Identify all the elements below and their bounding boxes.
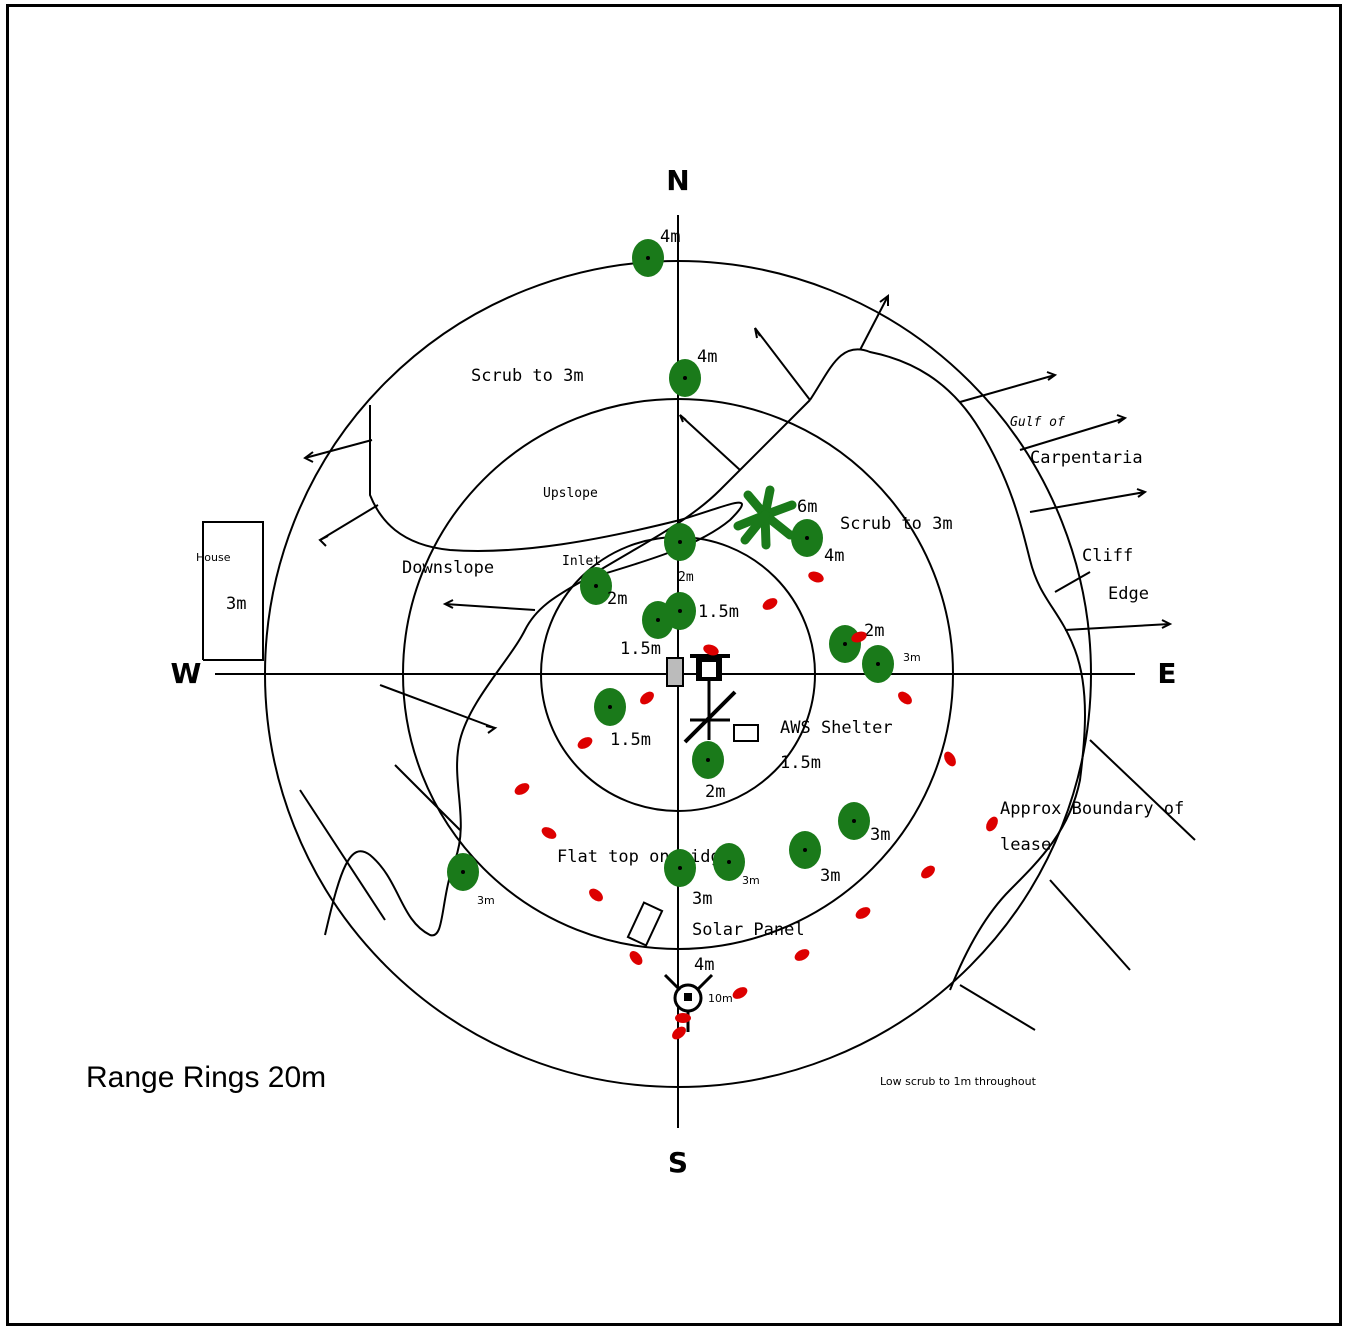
tree-centre-dot bbox=[608, 705, 612, 709]
tree-centre-dot bbox=[678, 540, 682, 544]
shrub-marker bbox=[898, 691, 912, 705]
cliff-label-1: Cliff bbox=[1082, 546, 1133, 566]
tree-centre-dot bbox=[683, 376, 687, 380]
tree-centre-dot bbox=[843, 642, 847, 646]
range-rings-note: Range Rings 20m bbox=[86, 1061, 326, 1094]
downslope-label: Downslope bbox=[402, 558, 494, 578]
palm-height: 6m bbox=[797, 497, 817, 517]
gulf-label-1: Gulf of bbox=[1010, 415, 1065, 430]
tree-height-label: 4m bbox=[694, 955, 714, 975]
tree-height-label: 2m bbox=[678, 570, 694, 585]
tree-height-label: 4m bbox=[660, 227, 680, 247]
shrub-marker bbox=[762, 598, 778, 610]
tree-height-label: 1.5m bbox=[610, 730, 651, 750]
cliff-label-2: Edge bbox=[1108, 584, 1149, 604]
shrub-marker bbox=[944, 751, 956, 767]
boundary-label-2: lease bbox=[1000, 835, 1051, 855]
tree-height-label: 1.5m bbox=[620, 639, 661, 659]
scrub-north-label: Scrub to 3m bbox=[471, 366, 584, 386]
tree-height-label: 3m bbox=[870, 825, 890, 845]
scrub-east-label: Scrub to 3m bbox=[840, 514, 953, 534]
shrub-marker bbox=[589, 888, 603, 902]
flat-top-label: Flat top on ridge bbox=[557, 847, 731, 867]
tree-height-label: 3m bbox=[742, 874, 760, 887]
aws-shelter bbox=[733, 724, 759, 742]
tree-centre-dot bbox=[803, 848, 807, 852]
shrub-marker bbox=[541, 827, 557, 839]
aws-shelter-label: AWS Shelter bbox=[780, 718, 893, 738]
tree-centre-dot bbox=[852, 819, 856, 823]
aws-height: 1.5m bbox=[780, 753, 821, 773]
tree-height-label: 4m bbox=[697, 347, 717, 367]
tree-height-label: 2m bbox=[705, 782, 725, 802]
tree-centre-dot bbox=[461, 870, 465, 874]
house-label: House bbox=[196, 551, 231, 564]
tree-height-label: 3m bbox=[903, 651, 921, 664]
shrub-marker bbox=[577, 737, 593, 749]
upslope-label: Upslope bbox=[543, 486, 598, 501]
compass-west: W bbox=[171, 657, 202, 690]
bottom-scrub-note: Low scrub to 1m throughout bbox=[880, 1075, 1037, 1088]
shrub-marker bbox=[794, 949, 810, 961]
tree-centre-dot bbox=[656, 618, 660, 622]
shrub-marker bbox=[675, 1013, 691, 1023]
shrub-marker bbox=[732, 987, 748, 999]
tree-centre-dot bbox=[594, 584, 598, 588]
house-height: 3m bbox=[226, 594, 246, 614]
ridge-line bbox=[324, 399, 811, 937]
rain-gauge bbox=[666, 657, 684, 687]
shrub-marker bbox=[921, 865, 935, 879]
tree-height-label: 1.5m bbox=[698, 602, 739, 622]
house-outline bbox=[202, 521, 264, 661]
compass-east: E bbox=[1157, 657, 1176, 690]
boundary-label-1: Approx Boundary of bbox=[1000, 799, 1184, 819]
tree-centre-dot bbox=[646, 256, 650, 260]
cliff-edge-line bbox=[809, 348, 1086, 991]
tree-height-label: 4m bbox=[824, 546, 844, 566]
shrub-marker bbox=[640, 691, 654, 705]
shrub-marker bbox=[703, 644, 719, 656]
tree-height-label: 2m bbox=[607, 589, 627, 609]
shrub-marker bbox=[629, 951, 643, 965]
tree-height-label: 3m bbox=[477, 894, 495, 907]
tree-centre-dot bbox=[805, 536, 809, 540]
tower-height: 10m bbox=[708, 992, 733, 1005]
shrub-marker bbox=[514, 783, 530, 795]
tree-centre-dot bbox=[678, 609, 682, 613]
shrub-marker bbox=[851, 631, 867, 643]
inlet-label: Inlet bbox=[562, 554, 601, 569]
tree-centre-dot bbox=[727, 860, 731, 864]
flow-arrows bbox=[299, 294, 1196, 1031]
palm-tree-icon bbox=[733, 485, 797, 550]
shrub-marker bbox=[855, 907, 871, 919]
shrubs-layer bbox=[514, 571, 998, 1040]
shrub-marker bbox=[808, 571, 824, 583]
tree-centre-dot bbox=[706, 758, 710, 762]
tree-height-label: 3m bbox=[820, 866, 840, 886]
solar-panel-label: Solar Panel bbox=[692, 920, 805, 940]
tree-centre-dot bbox=[678, 866, 682, 870]
compass-south: S bbox=[668, 1146, 688, 1179]
tree-height-label: 2m bbox=[864, 621, 884, 641]
trees-layer: 4m 4m 2m 2m 1.5m 1.5m 4m 2m 3m 1.5m 2m 3m 3m 3m 3m 3m 4m bbox=[447, 227, 921, 975]
solar-panel bbox=[626, 901, 664, 947]
upslope-line bbox=[369, 405, 743, 576]
tree-height-label: 3m bbox=[692, 889, 712, 909]
aws-mast-icon bbox=[683, 654, 737, 744]
shrub-marker bbox=[986, 816, 998, 832]
tower-icon bbox=[663, 973, 714, 1032]
gulf-label-2: Carpentaria bbox=[1030, 448, 1143, 468]
compass-north: N bbox=[666, 164, 689, 197]
shrub-marker bbox=[672, 1026, 686, 1040]
tree-centre-dot bbox=[876, 662, 880, 666]
